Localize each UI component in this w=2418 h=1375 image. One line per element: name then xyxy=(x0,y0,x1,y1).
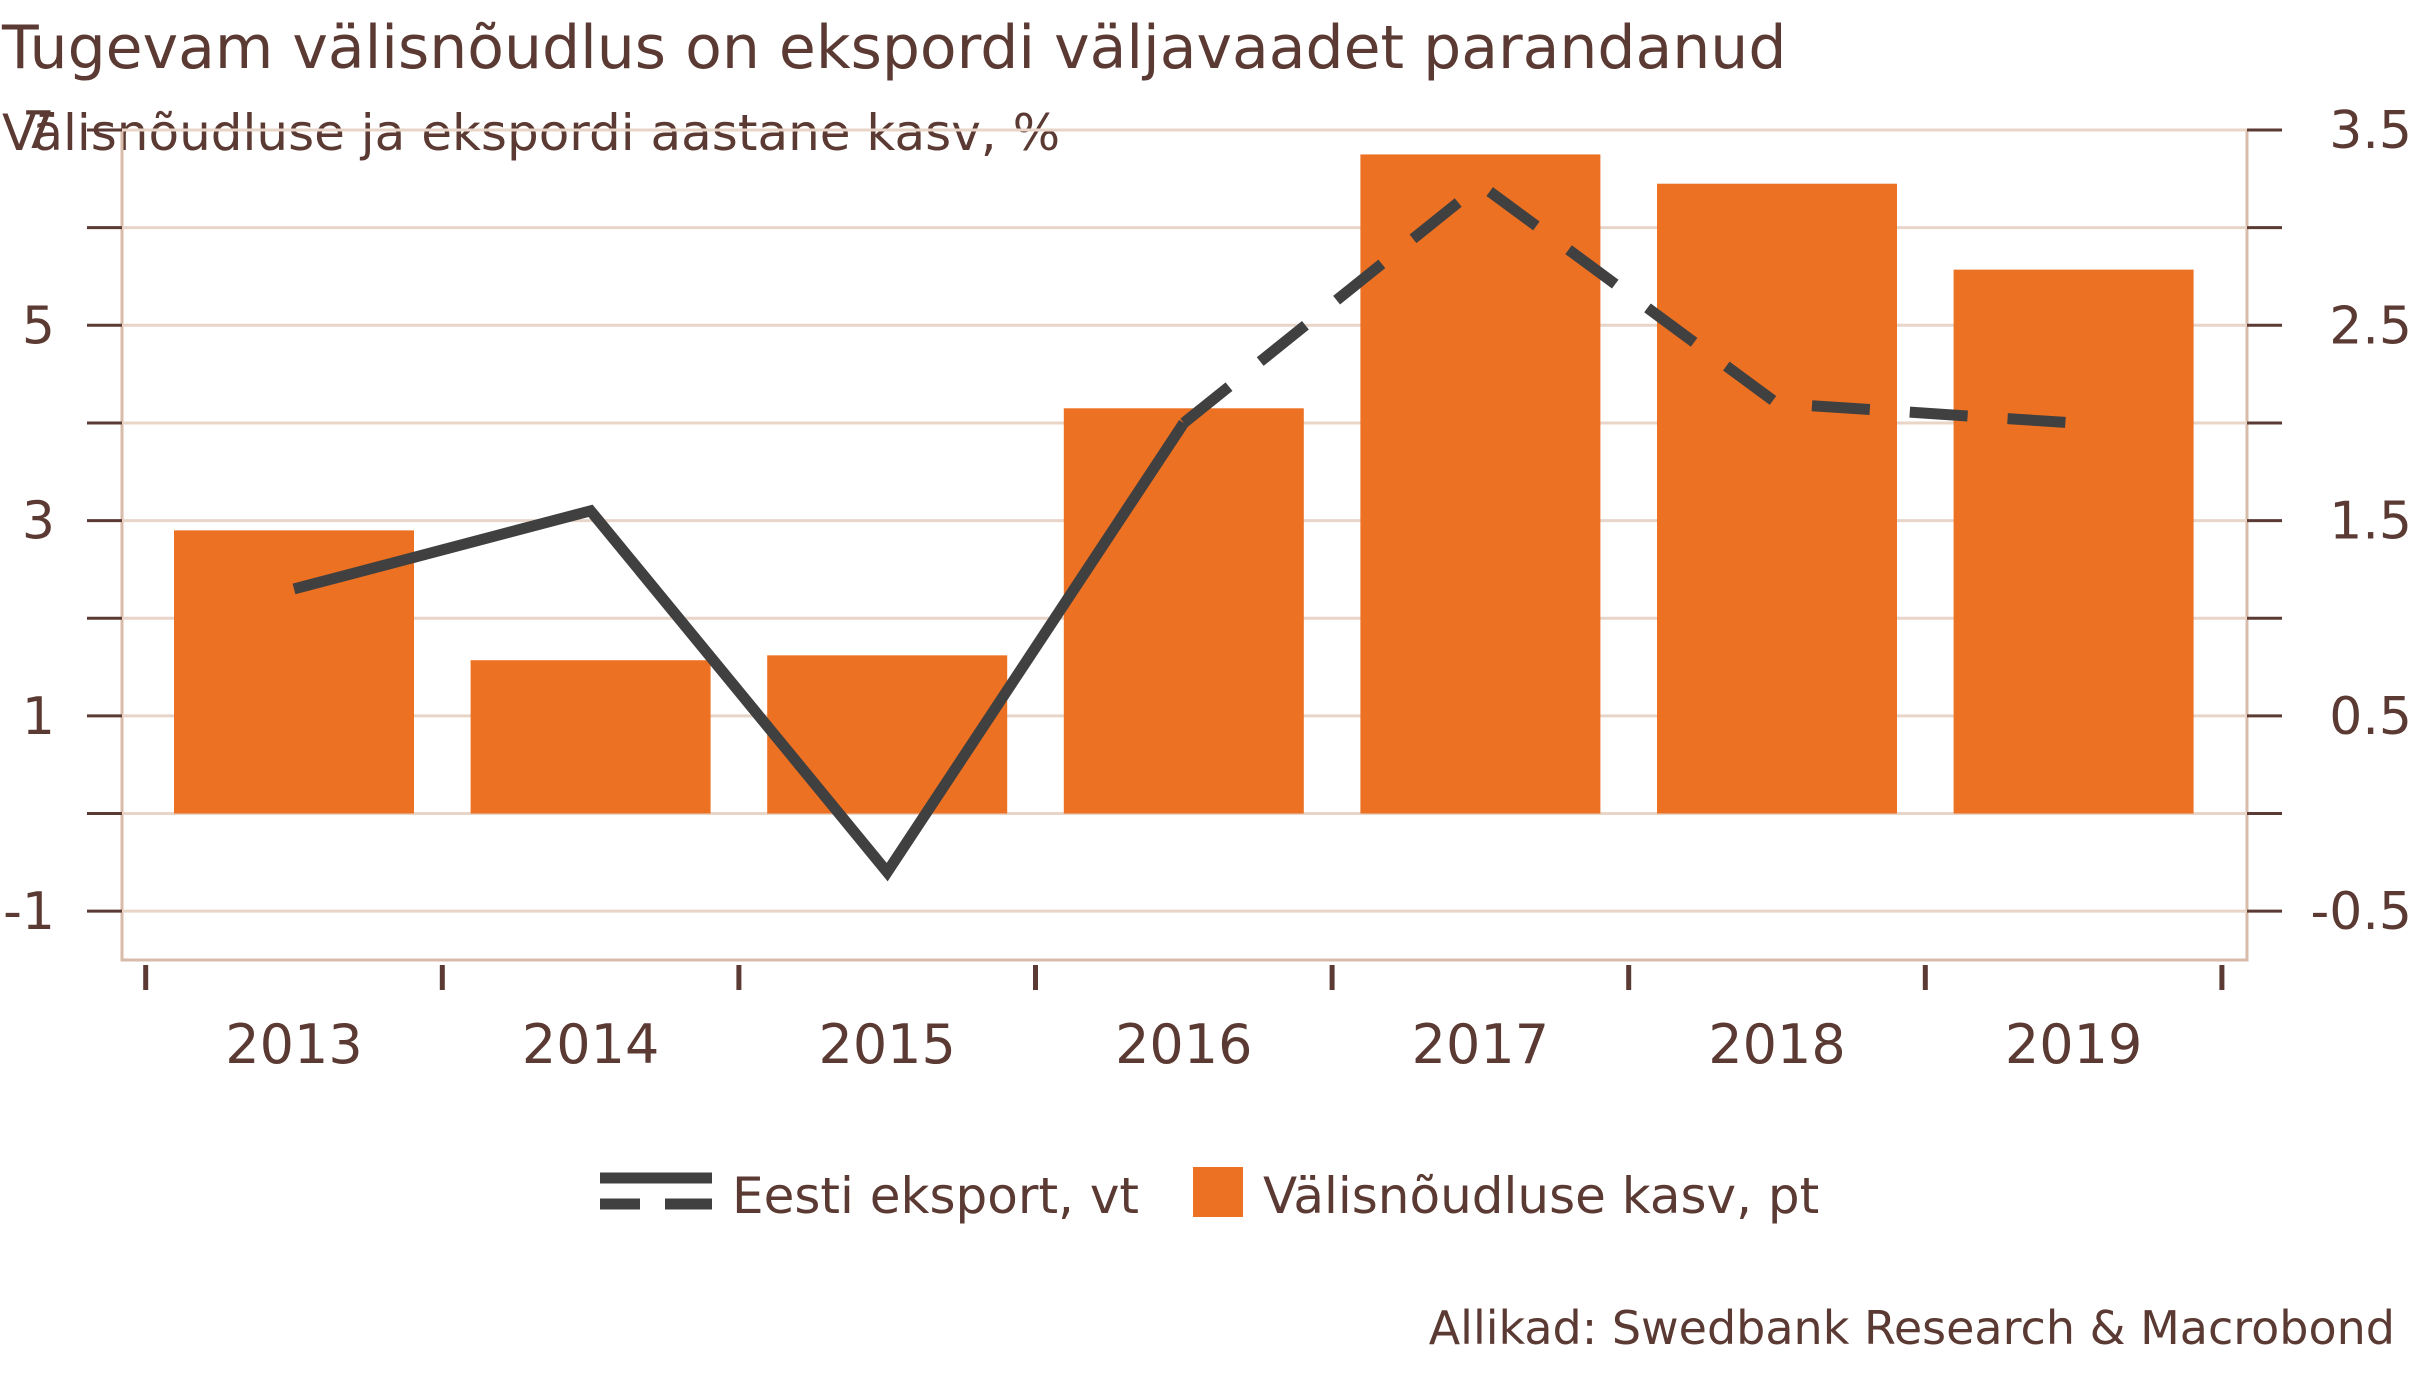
source-note: Allikad: Swedbank Research & Macrobond xyxy=(1429,1301,2395,1355)
x-tick-label: 2015 xyxy=(818,1013,955,1076)
right-tick-label: -0.5 xyxy=(2311,882,2412,942)
line-series-actual xyxy=(292,419,1189,882)
legend: Eesti eksport, vt Välisnõudluse kasv, pt xyxy=(600,1167,1819,1225)
bar xyxy=(1360,154,1601,814)
bars xyxy=(174,154,2194,814)
legend-label-demand: Välisnõudluse kasv, pt xyxy=(1263,1167,1819,1225)
left-tick-label: 7 xyxy=(22,101,55,161)
x-tick-label: 2014 xyxy=(522,1013,659,1076)
legend-swatch-demand xyxy=(1193,1167,1243,1217)
x-tick-label: 2019 xyxy=(2005,1013,2142,1076)
legend-label-export: Eesti eksport, vt xyxy=(732,1167,1139,1225)
chart-subtitle: Välisnõudluse ja ekspordi aastane kasv, … xyxy=(2,104,1060,162)
x-tick-label: 2013 xyxy=(225,1013,362,1076)
left-tick-label: 1 xyxy=(22,687,55,747)
axes: 7 5 3 1 -1 3.5 2.5 1.5 0.5 -0.5 2013 2014 2015 2016 20… xyxy=(3,101,2412,1076)
right-tick-label: 1.5 xyxy=(2329,492,2412,552)
left-tick-label: 3 xyxy=(22,492,55,552)
x-tick-label: 2017 xyxy=(1412,1013,1549,1076)
left-tick-label: 5 xyxy=(22,296,55,356)
line-series-forecast xyxy=(1180,177,2074,429)
bar xyxy=(470,660,711,814)
bar xyxy=(1063,408,1304,814)
right-tick-label: 0.5 xyxy=(2329,687,2412,747)
right-tick-label: 3.5 xyxy=(2329,101,2412,161)
bar xyxy=(1657,183,1897,814)
right-tick-label: 2.5 xyxy=(2329,296,2412,356)
chart-title: Tugevam välisnõudlus on ekspordi väljava… xyxy=(1,13,1786,83)
x-tick-label: 2016 xyxy=(1115,1013,1252,1076)
bar xyxy=(767,655,1008,814)
export-line xyxy=(292,177,2074,882)
x-tick-label: 2018 xyxy=(1708,1013,1845,1076)
bar xyxy=(1953,269,2194,814)
bar xyxy=(174,530,414,814)
left-tick-label: -1 xyxy=(3,882,55,942)
